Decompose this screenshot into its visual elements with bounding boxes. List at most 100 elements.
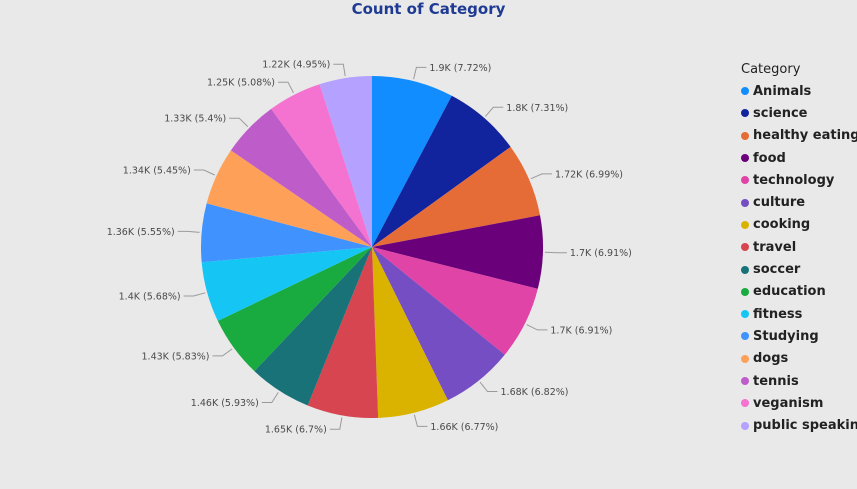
legend-label: tennis: [753, 373, 799, 389]
data-label: 1.25K (5.08%): [207, 78, 275, 89]
legend-swatch: [741, 220, 749, 229]
legend-item[interactable]: education: [741, 281, 857, 303]
legend-item[interactable]: science: [741, 102, 857, 124]
leader-line: [229, 117, 249, 127]
legend-item[interactable]: public speaking: [741, 414, 857, 436]
leader-line: [333, 63, 346, 77]
pie-slice-tennis[interactable]: [230, 108, 372, 247]
leader-line: [530, 173, 552, 180]
pie-slice-technology[interactable]: [372, 247, 538, 355]
legend-items: Animals science healthy eating food technolo…: [741, 80, 857, 437]
legend-item[interactable]: culture: [741, 191, 857, 213]
legend-label: technology: [753, 172, 835, 188]
legend-swatch: [741, 399, 749, 408]
pie-slice-animals[interactable]: [372, 76, 452, 247]
legend-item[interactable]: Animals: [741, 80, 857, 102]
leader-line: [485, 106, 504, 117]
legend-label: healthy eating: [753, 128, 857, 144]
leader-line: [212, 348, 233, 357]
data-label: 1.9K (7.72%): [429, 63, 491, 74]
pie-slice-studying[interactable]: [200, 203, 372, 263]
leader-line: [193, 169, 215, 176]
legend-label: Animals: [753, 83, 812, 99]
legend-item[interactable]: veganism: [741, 392, 857, 414]
pie-slice-healthy-eating[interactable]: [372, 146, 541, 247]
pie-slice-cooking[interactable]: [372, 247, 448, 418]
pie-slice-dogs[interactable]: [206, 150, 372, 247]
legend-swatch: [741, 109, 749, 118]
legend-swatch: [741, 198, 749, 207]
leader-lines: [177, 63, 567, 430]
leader-line: [261, 392, 279, 403]
legend-item[interactable]: Studying: [741, 325, 857, 347]
pie-slice-fitness[interactable]: [201, 247, 372, 321]
legend-item[interactable]: food: [741, 147, 857, 169]
data-label: 1.43K (5.83%): [142, 351, 210, 362]
data-label: 1.68K (6.82%): [501, 387, 569, 398]
leader-line: [177, 230, 200, 233]
leader-line: [278, 81, 294, 94]
pie-slice-soccer[interactable]: [254, 247, 372, 406]
data-label: 1.7K (6.91%): [570, 248, 632, 259]
pie-slices: [200, 76, 544, 418]
legend-label: science: [753, 105, 808, 121]
legend-swatch: [741, 243, 749, 252]
leader-line: [479, 381, 498, 392]
leader-line: [526, 324, 548, 331]
legend-swatch: [741, 131, 749, 140]
legend-label: fitness: [753, 306, 803, 322]
legend-label: cooking: [753, 217, 811, 233]
data-label: 1.46K (5.93%): [191, 398, 259, 409]
pie-slice-food[interactable]: [372, 215, 544, 289]
data-label: 1.72K (6.99%): [555, 169, 623, 180]
data-label: 1.66K (6.77%): [430, 422, 498, 433]
legend-label: travel: [753, 239, 797, 255]
data-label: 1.36K (5.55%): [107, 227, 175, 238]
legend-title: Category: [741, 62, 801, 77]
legend-swatch: [741, 332, 749, 341]
legend-label: education: [753, 284, 826, 300]
legend-swatch: [741, 265, 749, 274]
legend-item[interactable]: soccer: [741, 258, 857, 280]
data-label: 1.65K (6.7%): [265, 425, 327, 436]
legend-swatch: [741, 354, 749, 363]
data-label: 1.33K (5.4%): [164, 114, 226, 125]
legend-label: Studying: [753, 328, 819, 344]
legend-item[interactable]: fitness: [741, 303, 857, 325]
legend-item[interactable]: cooking: [741, 214, 857, 236]
data-label: 1.7K (6.91%): [550, 325, 612, 336]
chart-title: Count of Category: [351, 0, 506, 18]
legend-swatch: [741, 154, 749, 163]
legend-label: public speaking: [753, 418, 857, 434]
legend-label: food: [753, 150, 786, 166]
data-labels: 1.9K (7.72%) 1.8K (7.31%) 1.72K (6.99%) 1.7…: [107, 60, 632, 436]
pie-slice-travel[interactable]: [307, 247, 379, 418]
data-label: 1.8K (7.31%): [506, 103, 568, 114]
legend-label: culture: [753, 195, 806, 211]
legend-swatch: [741, 87, 749, 96]
legend: Category Animals science healthy eating foo…: [741, 62, 857, 437]
data-label: 1.34K (5.45%): [123, 166, 191, 177]
pie-slice-education[interactable]: [217, 247, 372, 372]
data-label: 1.4K (5.68%): [119, 292, 181, 303]
pie-slice-science[interactable]: [372, 95, 511, 248]
pie-slice-culture[interactable]: [372, 247, 505, 401]
legend-item[interactable]: healthy eating: [741, 125, 857, 147]
legend-item[interactable]: dogs: [741, 348, 857, 370]
legend-swatch: [741, 176, 749, 185]
leader-line: [329, 417, 343, 430]
leader-line: [413, 414, 428, 427]
legend-swatch: [741, 287, 749, 296]
data-label: 1.22K (4.95%): [262, 60, 330, 71]
pie-slice-veganism[interactable]: [271, 84, 372, 247]
legend-swatch: [741, 310, 749, 319]
legend-item[interactable]: tennis: [741, 370, 857, 392]
legend-swatch: [741, 377, 749, 385]
pie-slice-public-speaking[interactable]: [319, 76, 372, 247]
legend-label: dogs: [753, 351, 789, 367]
legend-item[interactable]: technology: [741, 169, 857, 191]
legend-label: veganism: [753, 395, 824, 411]
legend-label: soccer: [753, 262, 801, 278]
legend-item[interactable]: travel: [741, 236, 857, 258]
